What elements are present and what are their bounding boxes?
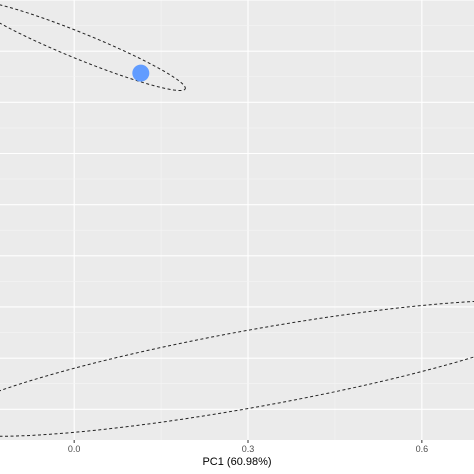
data-points: [132, 64, 150, 82]
x-tick-label: 0.6: [416, 444, 429, 454]
panel-background: [0, 0, 474, 440]
x-axis-title: PC1 (60.98%): [202, 456, 271, 468]
x-tick-label: 0.0: [68, 444, 81, 454]
x-axis-ticks: 0.0 0.3 0.6: [68, 440, 428, 454]
data-point: [132, 64, 150, 82]
confidence-ellipses: [0, 4, 474, 437]
x-tick-label: 0.3: [242, 444, 255, 454]
grid-lines: [0, 0, 474, 440]
ellipse-2: [0, 300, 474, 437]
ellipse-1: [0, 4, 186, 92]
